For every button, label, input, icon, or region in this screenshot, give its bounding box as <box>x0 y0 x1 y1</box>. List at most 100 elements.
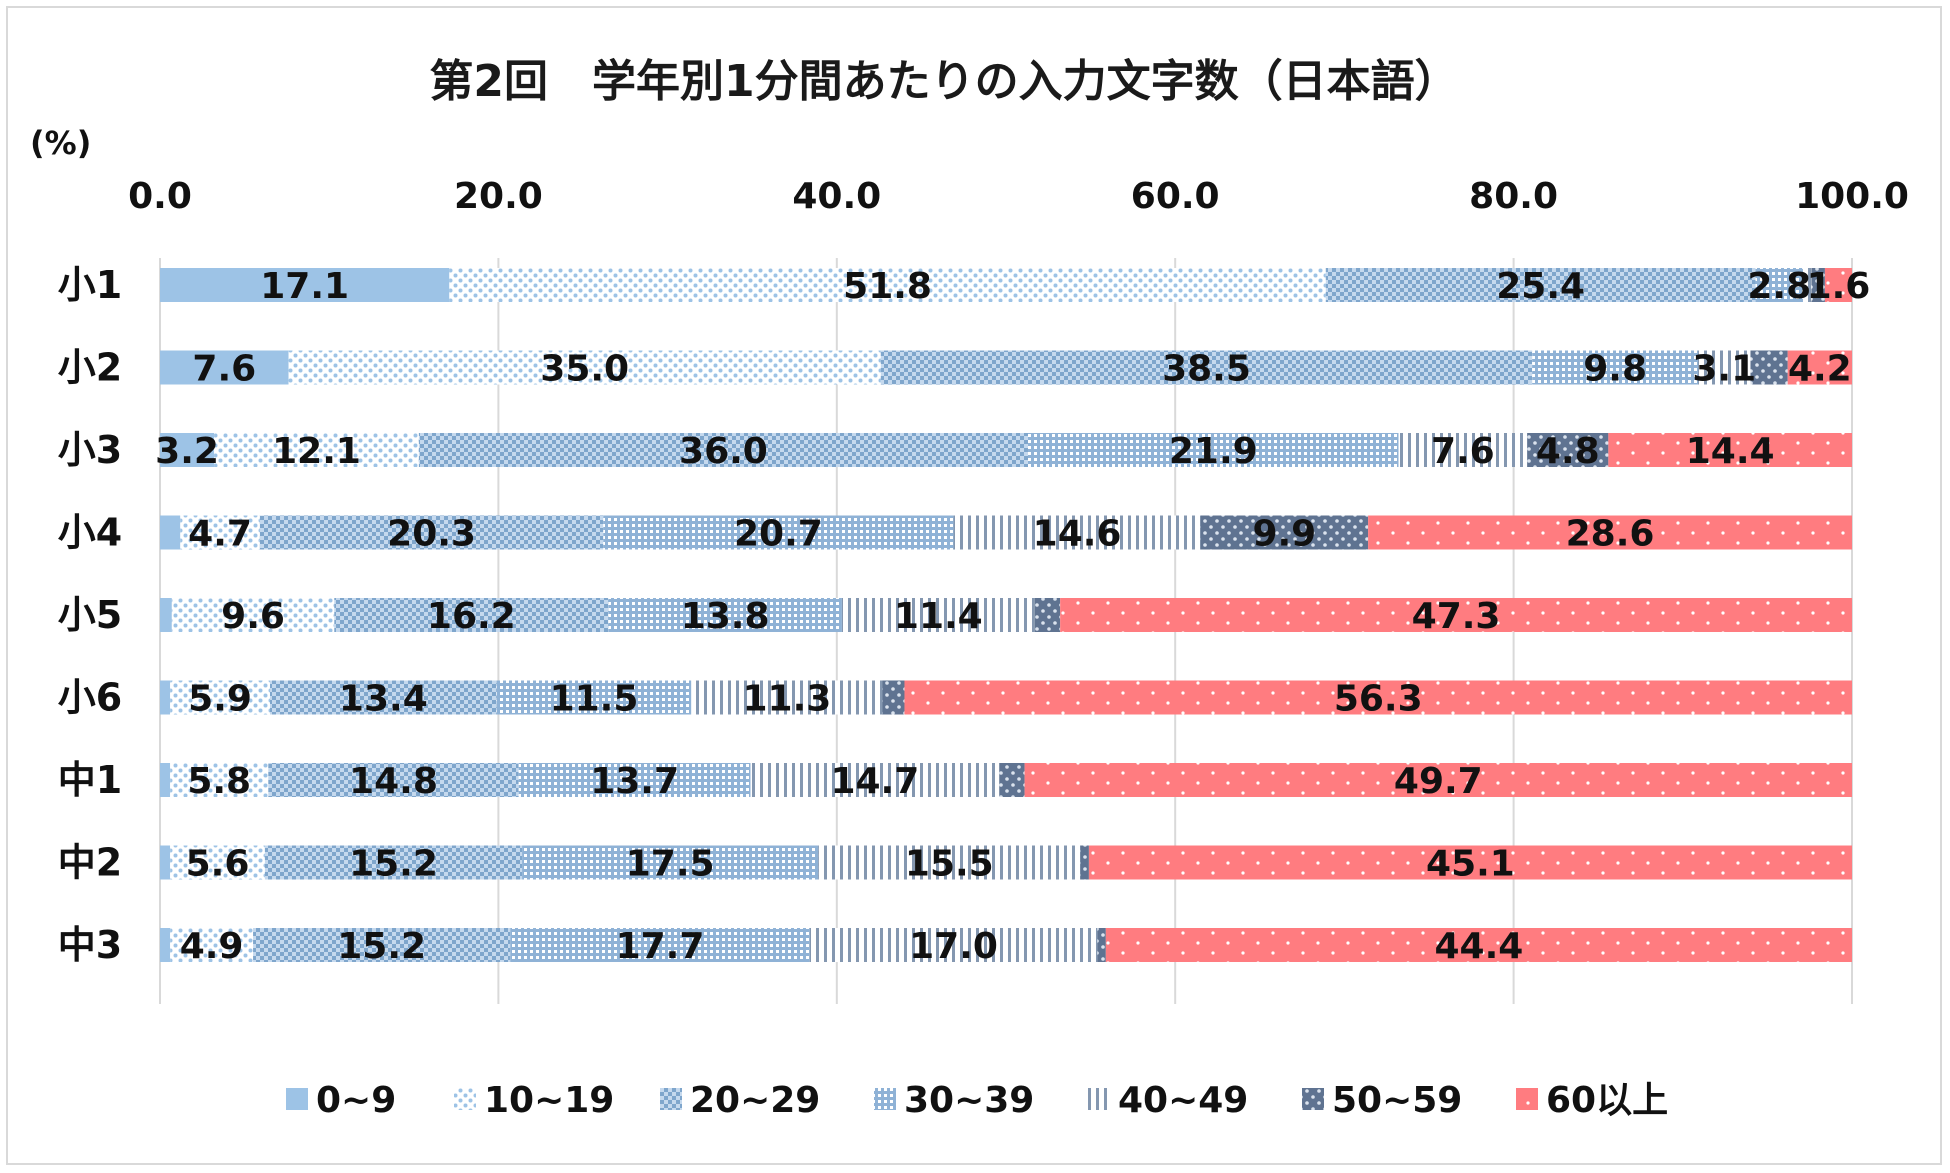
data-label: 9.6 <box>221 596 285 637</box>
bar-segment <box>1532 350 1699 385</box>
bar-segment <box>1755 268 1803 302</box>
legend-label: 30~39 <box>904 1080 1034 1121</box>
data-label: 38.5 <box>1162 349 1251 390</box>
data-label: 16.2 <box>427 596 516 637</box>
data-labels: 17.1 51.8 25.4 2.81.6 7.6 35.0 38.5 9.8 3.1 4.2 3.… <box>155 266 1870 967</box>
bar-segment <box>1608 433 1852 467</box>
data-label: 17.7 <box>616 926 705 967</box>
legend: 0~9 10~19 20~29 30~39 40~49 50~59 60以上 <box>286 1080 1668 1121</box>
bar-segment <box>160 763 171 797</box>
legend-label: 20~29 <box>690 1080 820 1121</box>
data-label: 13.4 <box>339 679 428 720</box>
data-label: 17.5 <box>626 844 715 885</box>
bar-segment <box>518 763 751 797</box>
bar-segment <box>160 515 181 550</box>
data-label: 11.4 <box>894 596 983 637</box>
bar-segment <box>180 515 260 550</box>
bar-segment <box>608 598 842 632</box>
bar-segment <box>1811 268 1825 302</box>
x-tick-label: 60.0 <box>1131 176 1220 217</box>
data-label: 51.8 <box>843 266 932 307</box>
bar-segment <box>1027 433 1399 467</box>
category-axis: 小1 小2 小3 小4 小5 小6 中1 中2 中3 <box>58 263 122 967</box>
bar-segment <box>1750 350 1788 385</box>
bar-segment <box>841 598 1035 632</box>
bar-segment <box>603 515 954 550</box>
legend-label: 50~59 <box>1332 1080 1462 1121</box>
bar-segment <box>170 680 270 715</box>
bar-segment <box>160 433 215 467</box>
bar-segment <box>1802 268 1812 302</box>
data-label: 13.7 <box>590 761 679 802</box>
data-label: 20.3 <box>387 514 476 555</box>
data-label: 21.9 <box>1169 431 1258 472</box>
bar-segment <box>1368 515 1852 550</box>
bar-segment <box>999 763 1025 797</box>
data-label: 28.6 <box>1566 514 1655 555</box>
bar-segment <box>214 433 419 467</box>
bar-segment <box>160 928 171 962</box>
data-label: 14.7 <box>830 761 919 802</box>
data-label: 4.2 <box>1788 349 1852 390</box>
data-label: 1.6 <box>1807 266 1871 307</box>
bar-segment <box>809 928 1098 962</box>
bar-segment <box>253 928 511 962</box>
bar-segment <box>160 680 171 715</box>
data-label: 5.9 <box>188 679 252 720</box>
data-label: 47.3 <box>1412 596 1501 637</box>
bar-segment <box>160 268 450 302</box>
category-label: 小5 <box>58 593 122 637</box>
bar-segment <box>496 680 692 715</box>
chart-frame: 第2回 学年別1分間あたりの入力文字数（日本語） (%) 0.0 20.0 40.0… <box>6 6 1942 1165</box>
data-label: 9.9 <box>1252 514 1316 555</box>
legend-swatch <box>660 1088 682 1110</box>
legend-label: 10~19 <box>484 1080 614 1121</box>
bar-segment <box>170 928 254 962</box>
data-label: 14.6 <box>1033 514 1122 555</box>
legend-swatch <box>286 1088 308 1110</box>
bar-segment <box>818 845 1081 880</box>
x-tick-label: 80.0 <box>1469 176 1558 217</box>
bar-segment <box>1024 763 1852 797</box>
bar-segment <box>171 598 335 632</box>
bar-segment <box>1527 433 1609 467</box>
data-label: 11.5 <box>550 679 639 720</box>
data-label: 12.1 <box>272 431 361 472</box>
data-label: 2.8 <box>1747 266 1811 307</box>
bar-segment <box>1088 845 1852 880</box>
bar-segment <box>449 268 1326 302</box>
bar-segment <box>510 928 810 962</box>
bar-segment <box>522 845 819 880</box>
bar-segment <box>1105 928 1852 962</box>
bar-segment <box>880 350 1533 385</box>
data-label: 15.2 <box>349 844 438 885</box>
bar-segment <box>1787 350 1852 385</box>
data-label: 7.6 <box>1431 431 1495 472</box>
legend-label: 40~49 <box>1118 1080 1248 1121</box>
x-axis-ticks: 0.0 20.0 40.0 60.0 80.0 100.0 <box>128 176 1909 217</box>
bars <box>160 268 1852 962</box>
data-label: 44.4 <box>1434 926 1523 967</box>
bar-segment <box>334 598 609 632</box>
bar-segment <box>1097 928 1106 962</box>
bar-segment <box>259 515 604 550</box>
bar-segment <box>160 350 289 385</box>
bar-segment <box>904 680 1852 715</box>
bar-segment <box>160 598 172 632</box>
data-label: 17.1 <box>260 266 349 307</box>
data-label: 9.8 <box>1583 349 1647 390</box>
unit-label: (%) <box>30 124 91 162</box>
data-label: 4.9 <box>180 926 244 967</box>
legend-swatch <box>1302 1088 1324 1110</box>
legend-swatch <box>1088 1088 1110 1110</box>
bar-segment <box>264 845 523 880</box>
category-label: 小3 <box>58 428 122 472</box>
bar-segment <box>691 680 883 715</box>
x-tick-label: 20.0 <box>454 176 543 217</box>
stacked-bar-chart: 第2回 学年別1分間あたりの入力文字数（日本語） (%) 0.0 20.0 40.0… <box>30 56 1909 1121</box>
data-label: 7.6 <box>192 349 256 390</box>
bar-segment <box>1200 515 1369 550</box>
data-label: 15.5 <box>905 844 994 885</box>
bar-segment <box>1325 268 1756 302</box>
x-tick-label: 40.0 <box>792 176 881 217</box>
